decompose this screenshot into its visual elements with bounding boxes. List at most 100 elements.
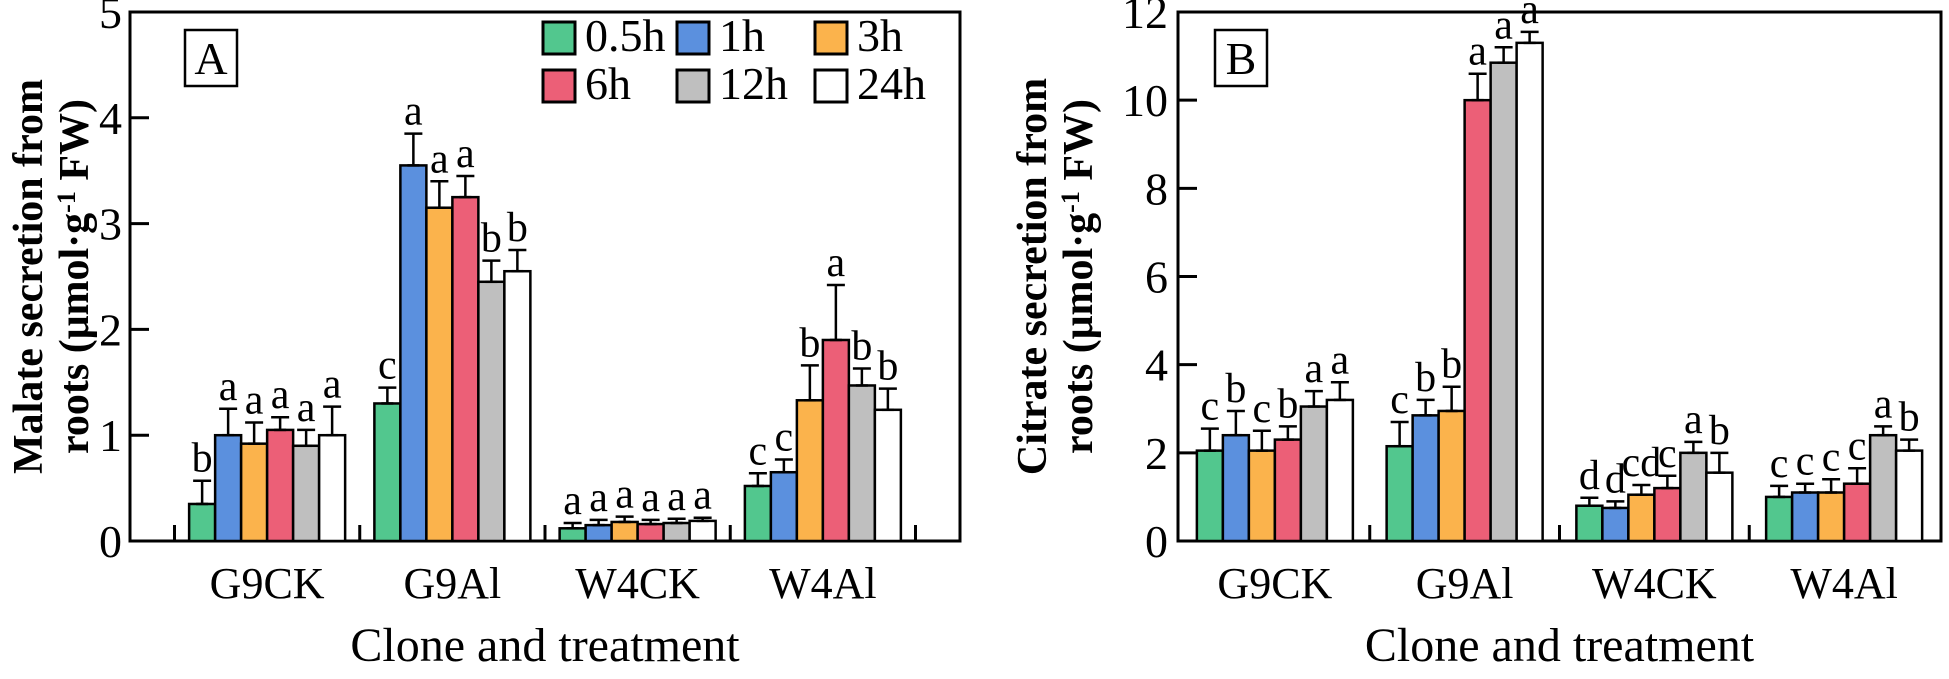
significance-letter: a (1874, 381, 1893, 427)
significance-letter: a (641, 475, 660, 521)
x-tick-label: G9CK (1217, 559, 1332, 608)
y-axis-title-line: roots (μmol·g-1 FW) (1056, 99, 1102, 454)
bar-3h-W4CK (1627, 493, 1656, 543)
bar-12h-G9CK (1299, 405, 1329, 543)
bar-6h-W4Al (821, 338, 851, 543)
legend-swatch-6h (541, 68, 577, 104)
y-tick-label: 5 (99, 0, 122, 38)
significance-letter: c (749, 428, 768, 474)
significance-letter: a (615, 472, 634, 518)
bar-3h-G9CK (239, 442, 269, 543)
legend-label: 0.5h (585, 10, 666, 61)
significance-letter: c (1796, 439, 1815, 485)
bar-0.5h-W4Al (743, 484, 773, 543)
x-tick-label: W4Al (1790, 559, 1898, 608)
y-tick-label: 10 (1122, 75, 1168, 126)
significance-letter: a (1468, 29, 1487, 75)
significance-letter: b (1277, 381, 1298, 427)
bar-1h-G9Al (1411, 414, 1440, 543)
bar-1h-G9CK (1221, 433, 1251, 543)
significance-letter: c (378, 343, 397, 389)
significance-letter: b (799, 320, 820, 366)
y-tick-label: 2 (99, 304, 122, 355)
significance-letter: a (404, 89, 423, 135)
significance-letter: b (192, 436, 213, 482)
legend-label: 12h (719, 58, 788, 109)
y-axis-title-line: Malate secretion from (6, 79, 52, 474)
bar-6h-W4Al (1842, 482, 1872, 543)
x-axis-title: Clone and treatment (350, 619, 740, 672)
significance-letter: b (851, 324, 872, 370)
bar-24h-G9Al (1515, 41, 1544, 543)
significance-letter: a (430, 136, 449, 182)
y-tick-label: 3 (99, 199, 122, 250)
bar-0.5h-W4CK (1575, 504, 1604, 543)
bar-6h-W4CK (1653, 486, 1682, 543)
significance-letter: b (507, 205, 528, 251)
panel-tag-letter: A (194, 33, 227, 84)
bar-0.5h-W4CK (558, 527, 587, 543)
figure-panel-a: 0 1 2 3 4 5 b c a c a a a c a a a b a a a a a b a b a b a b G9CK G9Al W4… (6, 0, 962, 672)
significance-letter: a (219, 364, 238, 410)
bar-24h-W4Al (873, 408, 903, 543)
significance-letter: a (1305, 346, 1324, 392)
legend-swatch-24h (813, 68, 849, 104)
significance-letter: c (1770, 441, 1789, 487)
significance-letter: a (456, 131, 475, 177)
bar-0.5h-G9Al (373, 402, 402, 543)
panel-tag-box (1213, 28, 1269, 88)
bar-24h-W4CK (1705, 471, 1734, 543)
significance-letter: b (877, 344, 898, 390)
significance-letter: b (1225, 366, 1246, 412)
panel-tag-letter: B (1226, 33, 1257, 84)
bar-12h-W4CK (662, 521, 691, 543)
bar-12h-W4Al (847, 384, 877, 543)
bar-3h-G9Al (425, 206, 454, 543)
significance-letter: a (827, 240, 846, 286)
x-tick-label: W4CK (1592, 559, 1717, 608)
bar-0.5h-G9Al (1385, 444, 1414, 543)
bar-0.5h-G9CK (187, 502, 217, 543)
legend-swatch-3h (813, 20, 849, 56)
bar-3h-G9CK (1247, 449, 1277, 543)
significance-letter: a (693, 473, 712, 519)
legend-swatch-12h (675, 68, 711, 104)
bar-24h-G9CK (1325, 398, 1355, 543)
y-tick-label: 6 (1145, 252, 1168, 303)
y-tick-label: 12 (1122, 0, 1168, 38)
bar-0.5h-W4Al (1764, 495, 1794, 543)
x-tick-label: G9Al (403, 559, 501, 608)
bar-6h-W4CK (636, 522, 665, 543)
significance-letter: a (1520, 0, 1539, 33)
bar-3h-W4CK (610, 520, 639, 543)
figure-panel-b: 0 2 4 6 8 10 12 c c d c b b d c c b cd c b a c c a a a a a a b b G9CK G9… (1000, 0, 1949, 679)
significance-letter: d (1579, 453, 1600, 499)
significance-letter: a (297, 385, 316, 431)
bar-1h-G9Al (399, 164, 428, 543)
significance-letter: c (1201, 384, 1220, 430)
significance-letter: a (563, 478, 582, 524)
significance-letter: b (1415, 355, 1436, 401)
significance-letter: d (1605, 456, 1626, 502)
bar-3h-G9Al (1437, 409, 1466, 543)
significance-letter: b (1441, 342, 1462, 388)
x-tick-label: W4Al (769, 559, 877, 608)
legend-swatch-1h (675, 20, 711, 56)
bar-3h-W4Al (1816, 491, 1846, 543)
y-tick-label: 0 (1145, 516, 1168, 567)
bar-24h-G9Al (503, 269, 532, 543)
bar-24h-W4Al (1894, 449, 1924, 543)
x-tick-label: G9Al (1416, 559, 1514, 608)
y-tick-label: 0 (99, 516, 122, 567)
y-tick-label: 8 (1145, 163, 1168, 214)
bar-24h-G9CK (317, 433, 347, 543)
significance-letter: cd (1622, 440, 1662, 486)
legend-swatch-0.5h (541, 20, 577, 56)
legend-label: 3h (857, 10, 903, 61)
bar-6h-G9CK (265, 428, 295, 543)
significance-letter: a (589, 475, 608, 521)
bar-1h-W4Al (1790, 491, 1820, 543)
x-tick-label: W4CK (575, 559, 700, 608)
